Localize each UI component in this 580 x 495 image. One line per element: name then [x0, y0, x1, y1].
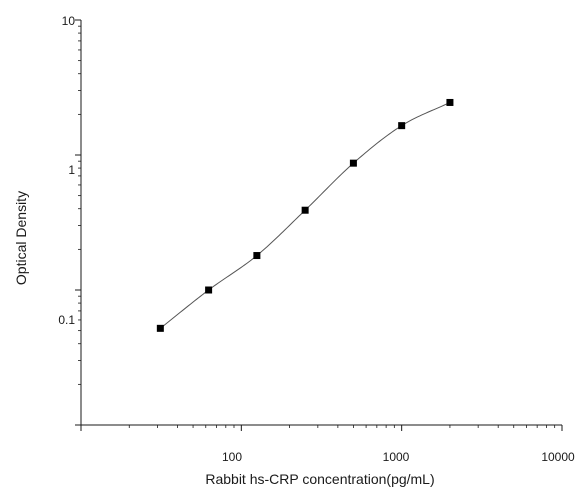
data-point-3: [301, 206, 309, 214]
x-axis-title: Rabbit hs-CRP concentration(pg/mL): [205, 471, 434, 487]
data-point-4: [349, 159, 357, 167]
x-tick-label-10000: 10000: [541, 450, 575, 464]
data-point-5: [398, 122, 406, 130]
fit-curve-layer: [160, 102, 451, 329]
axes: [80, 20, 562, 426]
y-tick-label-0-1: 0.1: [58, 313, 75, 327]
fit-curve: [160, 102, 451, 329]
data-point-2: [253, 252, 261, 260]
axis-ticks: [75, 19, 563, 431]
data-point-6: [446, 98, 454, 106]
x-tick-label-1000: 1000: [383, 450, 410, 464]
tick-labels: 100 1000 10000 0.1 1 10: [58, 14, 575, 464]
data-point-1: [205, 286, 213, 294]
y-axis-title: Optical Density: [13, 191, 29, 285]
y-tick-label-10: 10: [62, 14, 76, 28]
data-point-0: [156, 324, 164, 332]
y-tick-label-1: 1: [68, 163, 75, 177]
data-points: [156, 98, 454, 332]
x-tick-label-100: 100: [222, 450, 242, 464]
